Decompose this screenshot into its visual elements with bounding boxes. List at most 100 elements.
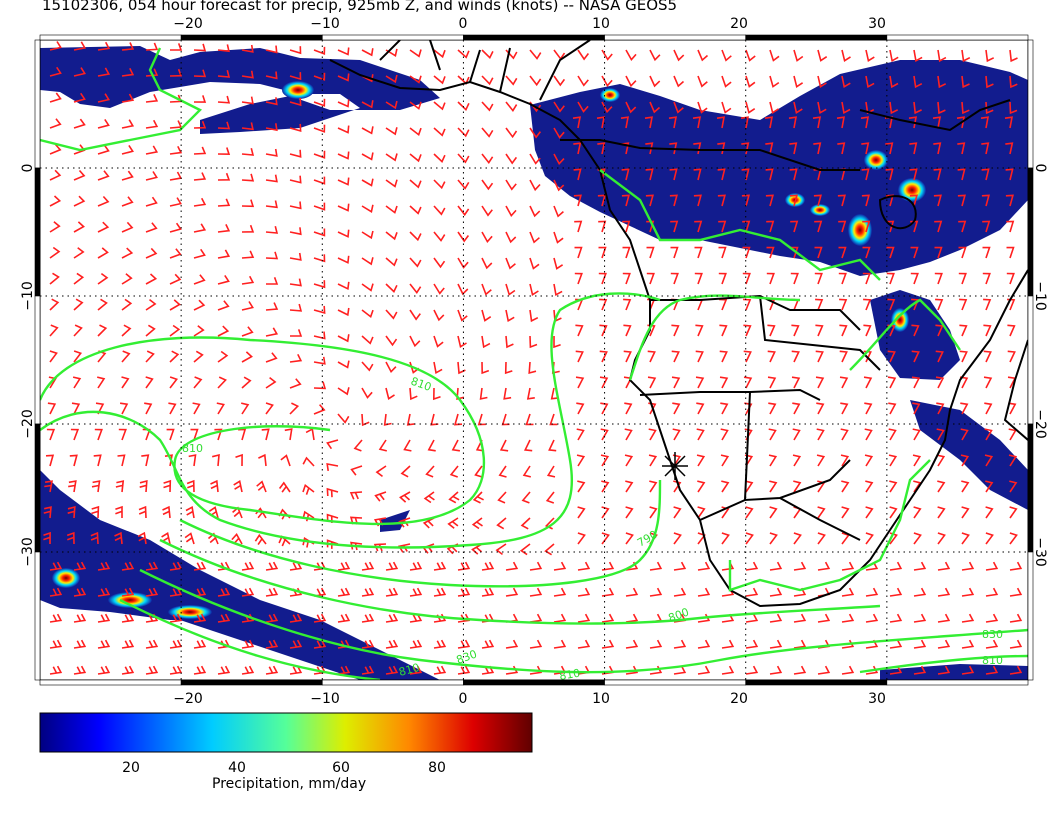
- wind-barb: [745, 639, 759, 649]
- wind-barb: [121, 93, 135, 103]
- wind-barb: [693, 194, 702, 207]
- wind-barb: [936, 428, 945, 441]
- wind-barb: [425, 465, 435, 478]
- wind-barb: [422, 517, 435, 529]
- wind-barb: [169, 273, 182, 285]
- wind-barb: [576, 402, 585, 415]
- wind-barb: [217, 172, 231, 181]
- wind-barb: [694, 220, 703, 233]
- wind-barb: [620, 116, 629, 129]
- wind-barb: [621, 168, 630, 181]
- wind-barb: [361, 613, 375, 623]
- wind-barb: [289, 201, 302, 210]
- wind-barb: [721, 49, 732, 62]
- wind-barb: [73, 118, 86, 129]
- wind-barb: [121, 67, 135, 77]
- wind-barb: [815, 350, 824, 363]
- wind-barb: [265, 665, 279, 675]
- wind-barb: [169, 665, 183, 675]
- wind-barb: [745, 665, 759, 675]
- lon-tick-top: 10: [592, 16, 610, 32]
- wind-barb: [448, 491, 460, 504]
- wind-barb: [937, 587, 951, 597]
- wind-barb: [841, 665, 855, 675]
- lon-tick-top: −20: [173, 16, 203, 32]
- wind-barb: [745, 49, 756, 62]
- wind-barb: [409, 309, 421, 321]
- wind-barb: [985, 532, 994, 545]
- wind-barb: [817, 613, 831, 623]
- wind-barb: [885, 142, 894, 155]
- wind-barb: [673, 49, 685, 62]
- wind-barb: [313, 280, 326, 289]
- wind-barb: [625, 613, 639, 623]
- wind-barb: [217, 95, 231, 104]
- wind-barb: [645, 168, 654, 181]
- wind-barb: [241, 122, 254, 131]
- wind-barb: [169, 197, 182, 207]
- wind-barb: [193, 613, 207, 623]
- wind-barb: [573, 194, 582, 207]
- wind-barb: [935, 376, 945, 389]
- wind-barb: [718, 246, 727, 259]
- wind-barb: [671, 350, 680, 363]
- wind-barb: [49, 272, 60, 285]
- ruler-segment: [34, 39, 41, 169]
- wind-barb: [241, 639, 255, 649]
- wind-barb: [400, 465, 411, 478]
- wind-barb: [145, 196, 158, 207]
- wind-barb: [241, 173, 255, 182]
- wind-barb: [769, 561, 783, 571]
- wind-barb: [887, 376, 897, 389]
- wind-barb: [97, 93, 110, 103]
- lat-tick-left: −20: [20, 409, 36, 439]
- wind-barb: [529, 49, 542, 60]
- wind-barb: [193, 69, 207, 78]
- wind-barb: [984, 402, 993, 415]
- wind-barb: [71, 402, 81, 415]
- wind-barb: [289, 149, 302, 158]
- wind-barb: [481, 75, 494, 86]
- wind-barb: [1009, 587, 1023, 597]
- wind-barb: [313, 381, 327, 390]
- wind-barb: [649, 639, 663, 649]
- wind-barb: [472, 491, 484, 504]
- wind-barb: [697, 101, 708, 114]
- wind-barb: [669, 168, 678, 181]
- wind-barb: [695, 324, 704, 337]
- wind-barb: [166, 428, 175, 441]
- wind-barb: [337, 255, 350, 264]
- wind-barb: [647, 376, 657, 389]
- wind-barb: [68, 480, 77, 493]
- wind-barb: [97, 587, 111, 597]
- wind-barb: [549, 413, 558, 426]
- ruler-segment: [39, 34, 182, 41]
- wind-barb: [114, 531, 123, 545]
- wind-barb: [207, 532, 219, 545]
- wind-barb: [1009, 561, 1023, 571]
- lat-tick-right: 0: [1032, 164, 1048, 173]
- wind-barb: [769, 101, 779, 114]
- wind-barb: [138, 505, 147, 519]
- wind-barb: [793, 665, 807, 675]
- border-westafrica: [379, 40, 591, 101]
- wind-barb: [624, 402, 633, 415]
- wind-barb: [1007, 324, 1016, 337]
- ruler-segment: [34, 167, 41, 297]
- wind-barb: [865, 587, 879, 597]
- wind-barb: [573, 142, 582, 155]
- wind-barb: [721, 480, 730, 493]
- wind-barb: [625, 101, 637, 114]
- wind-barb: [337, 360, 350, 369]
- wind-barb: [145, 376, 154, 389]
- wind-barb: [241, 665, 255, 675]
- wind-barb: [600, 428, 609, 441]
- wind-barb: [67, 505, 76, 519]
- wind-barb: [864, 402, 873, 415]
- wind-barb: [217, 70, 231, 78]
- wind-barb: [261, 428, 270, 441]
- wind-barb: [217, 350, 229, 363]
- wind-barb: [648, 428, 657, 441]
- wind-barb: [817, 101, 827, 115]
